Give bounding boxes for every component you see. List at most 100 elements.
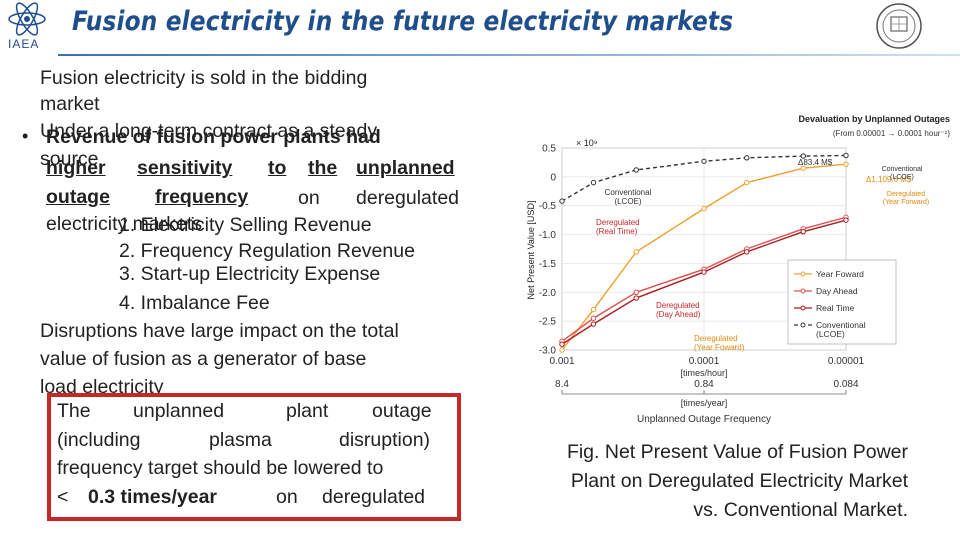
chart-y-tick-label: 0.5 bbox=[542, 144, 556, 155]
chart-data-point bbox=[843, 161, 849, 167]
chart-x-tick-label-year: 8.4 bbox=[555, 379, 569, 390]
text-unplanned: unplanned bbox=[356, 157, 455, 179]
text-frequency: frequency bbox=[155, 186, 249, 208]
chart-y-tick-label: -2.0 bbox=[539, 288, 557, 299]
npv-chart: Devaluation by Unplanned Outages (From 0… bbox=[526, 114, 951, 426]
chart-y-tick-label: -0.5 bbox=[539, 201, 557, 212]
chart-legend-label: Real Time bbox=[816, 303, 855, 313]
bullet-point: • bbox=[22, 126, 29, 146]
chart-x-tick-label-year: 0.84 bbox=[694, 379, 714, 390]
chart-x-label-hour: [times/hour] bbox=[680, 368, 727, 378]
chart-plot-area: 0.5 0 -0.5 -1.0 -1.5 -2.0 -2.5 -3.00.001 0.0001 0… bbox=[539, 144, 929, 426]
chart-data-point bbox=[701, 205, 707, 212]
text-deregulated: deregulated bbox=[356, 187, 460, 209]
callout-word-including: (including bbox=[57, 429, 141, 451]
chart-data-point bbox=[800, 165, 806, 171]
chart-x-tick-label-year: 0.084 bbox=[833, 379, 858, 390]
chart-data-point bbox=[744, 155, 750, 161]
text-source: source bbox=[40, 148, 99, 170]
chart-label-conventional: (LCOE) bbox=[614, 197, 641, 206]
figure-caption: Fig. Net Present Value of Fusion Power P… bbox=[567, 438, 908, 525]
text-market: market bbox=[40, 93, 100, 115]
chart-data-point bbox=[744, 249, 750, 255]
chart-data-point bbox=[590, 306, 597, 313]
list-item-3: 3. Start-up Electricity Expense bbox=[119, 263, 381, 285]
chart-data-point bbox=[633, 249, 639, 255]
chart-right-label-conventional: (LCOE) bbox=[890, 174, 914, 181]
text-on: on bbox=[298, 187, 320, 209]
chart-data-point bbox=[590, 321, 597, 327]
text-disruptions-3: load electricity bbox=[40, 376, 164, 398]
text-disruptions-2: value of fusion as a generator of base bbox=[40, 348, 367, 370]
chart-data-point bbox=[701, 158, 707, 164]
iaea-logo-text: IAEA bbox=[8, 37, 40, 51]
chart-x-tick-label-hour: 0.0001 bbox=[689, 356, 720, 367]
chart-subtitle: (From 0.00001 → 0.0001 hour⁻¹) bbox=[833, 129, 951, 138]
callout-deregulated: deregulated bbox=[322, 486, 426, 508]
callout-target-value: 0.3 times/year bbox=[88, 486, 218, 508]
callout-word-disruption: disruption) bbox=[339, 429, 431, 451]
chart-data-point bbox=[800, 153, 806, 159]
chart-right-label-deregulated: (Year Forward) bbox=[883, 199, 929, 206]
iaea-logo bbox=[6, 2, 48, 36]
chart-y-tick-label: -1.0 bbox=[539, 230, 557, 241]
chart-label-dereg-year-forward: Deregulated bbox=[694, 334, 738, 343]
chart-data-point bbox=[701, 269, 707, 275]
text-revenue-bold: Revenue of fusion power plants had bbox=[46, 126, 381, 148]
list-item-2: 2. Frequency Regulation Revenue bbox=[119, 240, 415, 262]
chart-x-tick-label-hour: 0.001 bbox=[549, 356, 574, 367]
chart-x-label-year: [times/year] bbox=[681, 398, 728, 408]
chart-label-conventional: Conventional bbox=[605, 188, 652, 197]
chart-data-point bbox=[843, 217, 849, 223]
page-title: Fusion electricity in the future electri… bbox=[72, 6, 734, 37]
chart-y-tick-label: -3.0 bbox=[539, 346, 557, 357]
chart-y-tick-label: -1.5 bbox=[539, 259, 557, 270]
chart-label-dereg-real-time: Deregulated bbox=[596, 218, 640, 227]
callout-word-outage: outage bbox=[372, 400, 432, 422]
chart-y-tick-label: 0 bbox=[550, 172, 556, 183]
chart-y-tick-label: -2.5 bbox=[539, 317, 557, 328]
chart-data-point bbox=[633, 289, 639, 295]
text-electricity-markets: electricity markets bbox=[46, 213, 203, 235]
caption-line-3: vs. Conventional Market. bbox=[693, 499, 908, 521]
chart-right-label-deregulated: Deregulated bbox=[887, 191, 925, 198]
chart-data-point bbox=[633, 167, 639, 173]
chart-y-label: Net Present Value [USD] bbox=[526, 201, 536, 300]
chart-legend-label: Day Ahead bbox=[816, 286, 858, 296]
chart-right-label-conventional: Conventional bbox=[882, 166, 923, 173]
text-higher: higher bbox=[46, 157, 106, 179]
text-sensitivity: sensitivity bbox=[137, 157, 233, 179]
chart-data-point bbox=[633, 295, 639, 301]
chart-label-dereg-real-time: (Real Time) bbox=[596, 227, 638, 236]
callout-word-the: The bbox=[57, 400, 91, 422]
caption-line-2: Plant on Deregulated Electricity Market bbox=[570, 470, 908, 492]
list-item-1: 1. Electricity Selling Revenue bbox=[119, 214, 372, 236]
caption-line-1: Fig. Net Present Value of Fusion Power bbox=[566, 441, 908, 463]
chart-annotation-conventional-drop: Δ83.4 M$ bbox=[798, 158, 833, 167]
chart-label-dereg-day-ahead: Deregulated bbox=[656, 301, 700, 310]
chart-data-point bbox=[843, 152, 849, 159]
chart-legend-marker bbox=[800, 271, 806, 277]
callout-word-plasma: plasma bbox=[209, 429, 272, 451]
callout-on: on bbox=[276, 486, 298, 508]
university-seal-icon bbox=[874, 2, 924, 50]
list-item-4: 4. Imbalance Fee bbox=[119, 292, 270, 314]
callout-lt: < bbox=[57, 486, 69, 508]
chart-data-point bbox=[590, 315, 597, 321]
chart-label-dereg-year-forward: (Year Foward) bbox=[694, 343, 745, 352]
chart-legend-label: Year Foward bbox=[816, 269, 864, 279]
chart-data-point bbox=[744, 179, 750, 186]
chart-y-multiplier: × 10⁹ bbox=[576, 138, 598, 148]
header-divider bbox=[58, 54, 960, 56]
callout-word-plant: plant bbox=[286, 400, 329, 422]
text-the: the bbox=[308, 157, 338, 179]
chart-data-point bbox=[559, 198, 565, 204]
chart-label-dereg-day-ahead: (Day Ahead) bbox=[656, 310, 701, 319]
chart-data-point bbox=[590, 179, 597, 186]
chart-data-point bbox=[559, 347, 565, 353]
text-disruptions-1: Disruptions have large impact on the tot… bbox=[40, 320, 399, 342]
chart-legend-marker bbox=[800, 288, 806, 294]
chart-data-point bbox=[800, 228, 806, 235]
chart-annotation-deregulated-drop: Δ1,109.6 M$ bbox=[866, 175, 912, 184]
chart-legend-marker bbox=[800, 305, 806, 311]
